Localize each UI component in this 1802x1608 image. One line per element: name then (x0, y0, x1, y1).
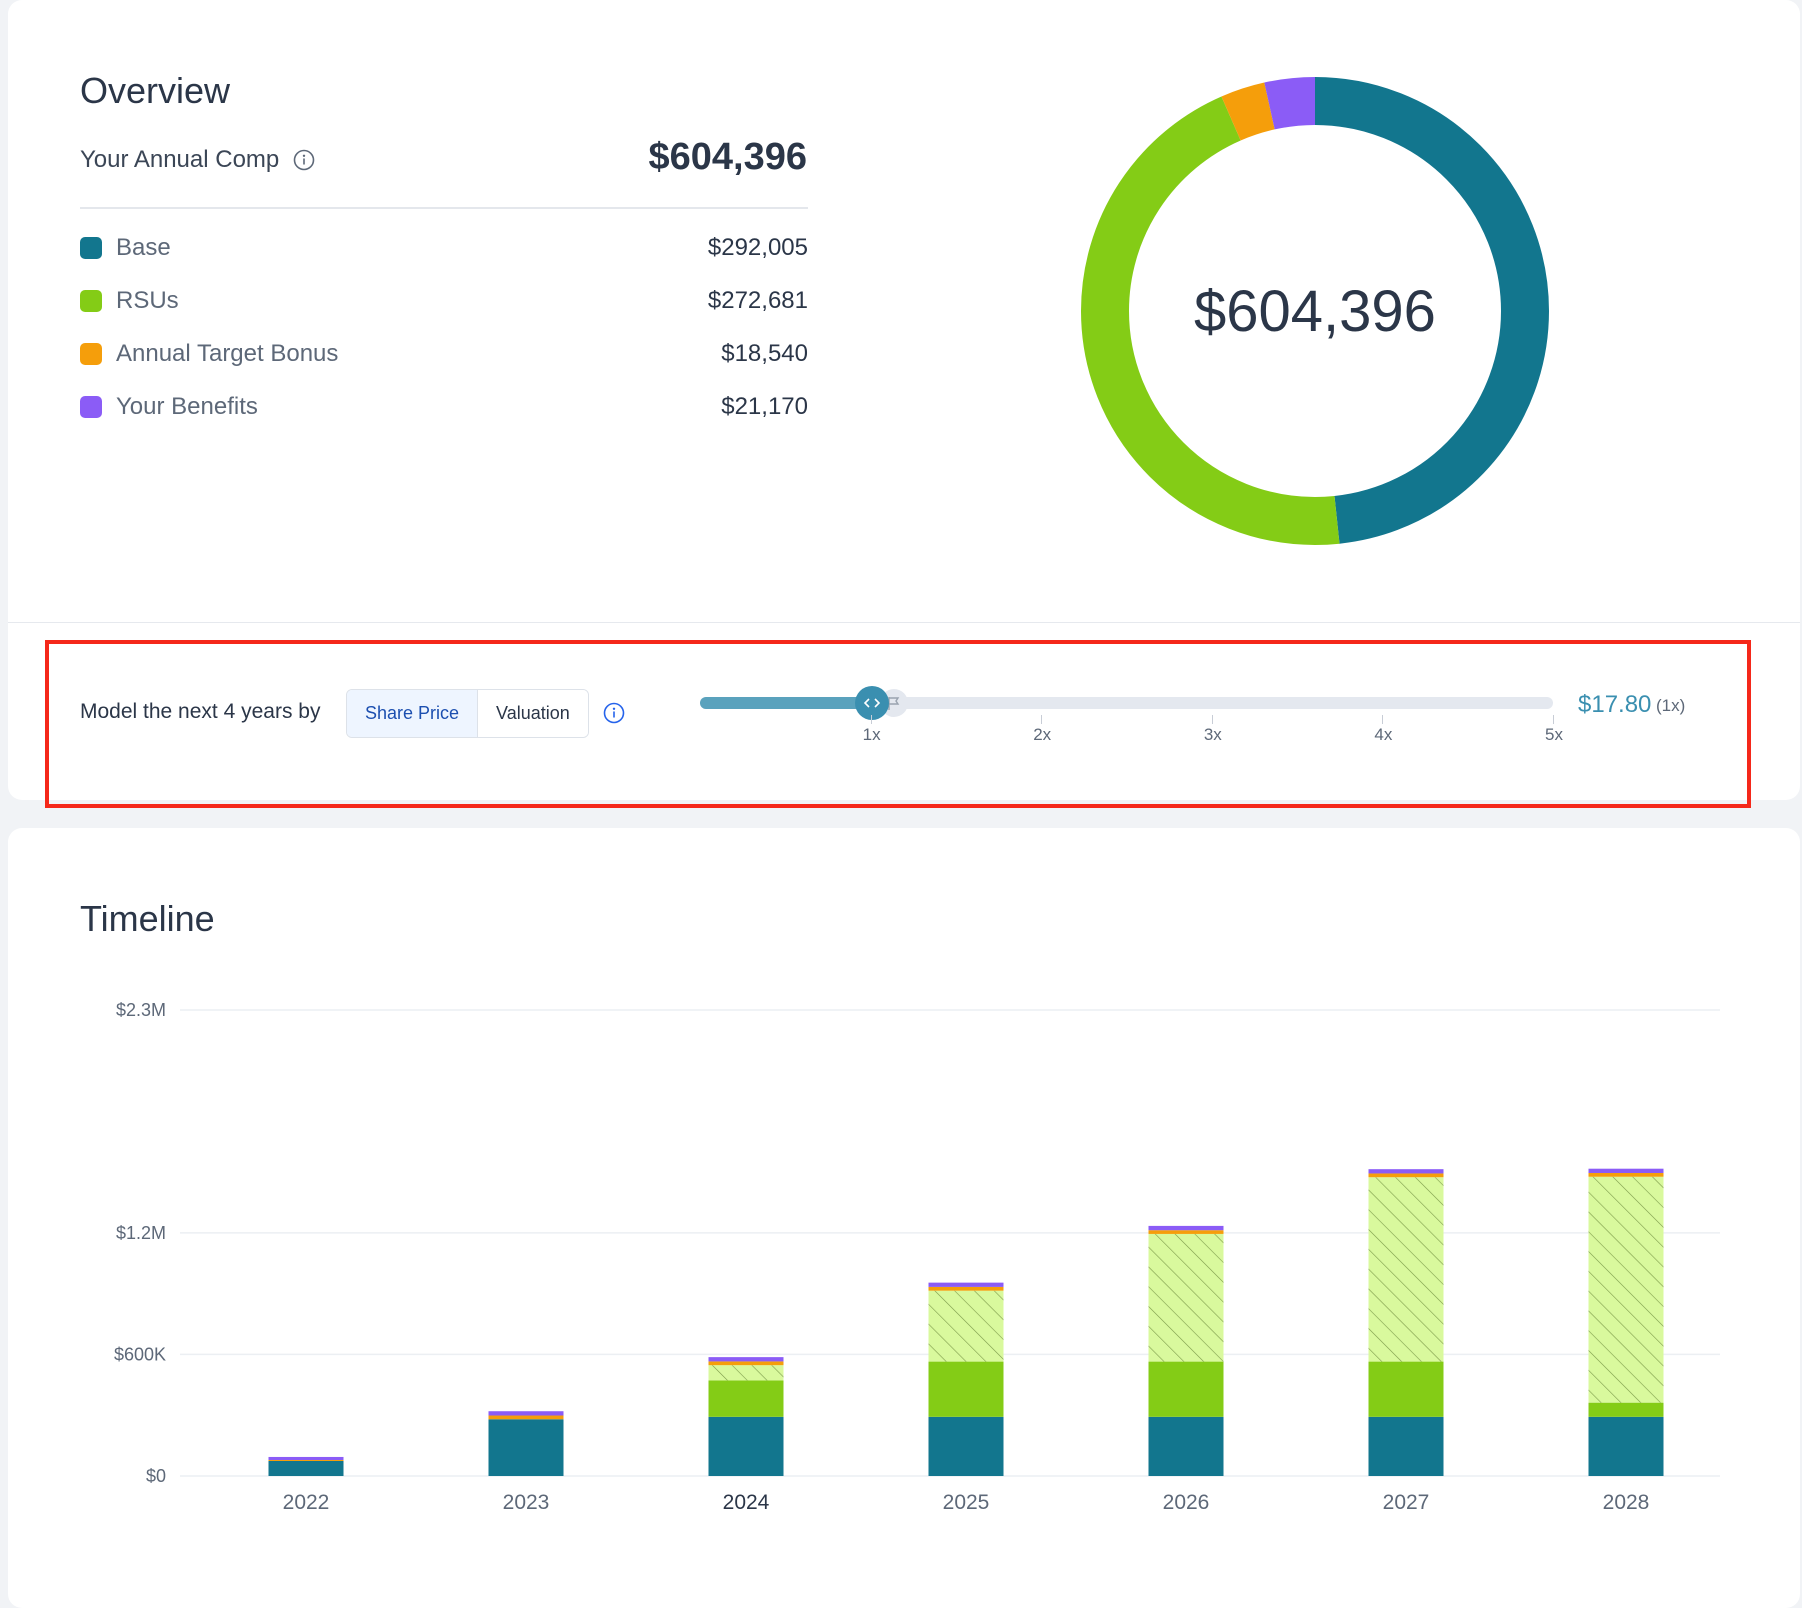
bar-segment-base-2028[interactable] (1588, 1416, 1664, 1476)
tab-valuation[interactable]: Valuation (478, 690, 588, 737)
annual-comp-label: Your Annual Comp (80, 146, 315, 174)
legend-label: Your Benefits (116, 393, 258, 420)
info-icon[interactable] (293, 149, 315, 171)
donut-slice-rsus[interactable] (1081, 77, 1549, 545)
bar-segment-base-2027[interactable] (1368, 1416, 1444, 1476)
legend-row: RSUs $272,681 (80, 283, 808, 319)
share-price-value: $17.80 (1578, 691, 1652, 718)
bar-segment-rsus-projected-growth--2024[interactable] (708, 1365, 784, 1381)
bar-segment-your-benefits-2025[interactable] (928, 1282, 1004, 1287)
bar-segment-rsus-2027[interactable] (1368, 1361, 1444, 1417)
highlight-box (45, 640, 1751, 808)
bar-segment-rsus-2028[interactable] (1588, 1402, 1664, 1417)
bar-segment-rsus-projected-growth--2027[interactable] (1368, 1177, 1444, 1362)
legend-swatch (80, 343, 102, 365)
legend-row: Base $292,005 (80, 230, 808, 266)
bar-segment-annual-target-bonus-2022[interactable] (268, 1459, 344, 1461)
slider-tick (1041, 715, 1043, 724)
slider-tick-label: 5x (1545, 725, 1563, 744)
legend-label: RSUs (116, 287, 179, 314)
donut-center-total: $604,396 (1194, 278, 1436, 344)
x-tick-label: 2027 (1383, 1491, 1430, 1514)
y-tick-label: $600K (114, 1344, 166, 1364)
slider-handle[interactable] (855, 686, 889, 720)
share-price-multiplier: (1x) (1656, 696, 1686, 715)
model-info-icon[interactable] (603, 702, 625, 729)
share-price-slider[interactable] (700, 697, 1553, 709)
bar-segment-base-2023[interactable] (488, 1419, 564, 1476)
comp-donut-chart: $604,396 (1080, 76, 1550, 546)
x-tick-label: 2025 (943, 1491, 990, 1514)
legend-swatch (80, 290, 102, 312)
annual-comp-total: $604,396 (648, 136, 808, 178)
legend-left: RSUs (80, 287, 179, 315)
slider-tick-label: 1x (862, 725, 881, 744)
y-tick-label: $1.2M (116, 1223, 166, 1243)
bar-segment-your-benefits-2028[interactable] (1588, 1168, 1664, 1173)
legend-row: Annual Target Bonus $18,540 (80, 336, 808, 372)
annual-comp-text: Your Annual Comp (80, 146, 280, 173)
bar-segment-rsus-2025[interactable] (928, 1361, 1004, 1417)
slider-tick-label: 2x (1033, 725, 1052, 744)
bar-segment-rsus-projected-growth--2028[interactable] (1588, 1176, 1664, 1403)
bar-segment-annual-target-bonus-2023[interactable] (488, 1415, 564, 1420)
slider-tick (1382, 715, 1384, 724)
overview-title: Overview (80, 70, 231, 111)
legend-value: $21,170 (721, 393, 808, 420)
bar-segment-annual-target-bonus-2025[interactable] (928, 1286, 1004, 1291)
x-tick-label: 2022 (283, 1491, 330, 1514)
model-toggle: Share Price Valuation (346, 689, 589, 738)
legend-label: Annual Target Bonus (116, 340, 339, 367)
bar-segment-annual-target-bonus-2028[interactable] (1588, 1172, 1664, 1177)
overview-divider (80, 207, 808, 209)
legend-value: $292,005 (707, 234, 808, 261)
y-tick-label: $2.3M (116, 1000, 166, 1020)
bar-segment-annual-target-bonus-2027[interactable] (1368, 1173, 1444, 1178)
bar-segment-your-benefits-2027[interactable] (1368, 1169, 1444, 1174)
bar-segment-base-2026[interactable] (1148, 1416, 1224, 1476)
legend-left: Your Benefits (80, 393, 258, 421)
timeline-card (8, 828, 1800, 1608)
x-tick-label: 2024 (723, 1491, 770, 1514)
slider-tick (1553, 715, 1554, 724)
legend-label: Base (116, 234, 171, 261)
slider-tick (870, 715, 872, 724)
model-label: Model the next 4 years by (80, 700, 321, 723)
tab-share-price[interactable]: Share Price (347, 690, 479, 737)
bar-segment-your-benefits-2023[interactable] (488, 1411, 564, 1416)
timeline-title: Timeline (80, 898, 215, 939)
slider-fill (700, 697, 871, 709)
legend-row: Your Benefits $21,170 (80, 389, 808, 425)
bar-segment-rsus-2026[interactable] (1148, 1361, 1224, 1417)
bar-segment-base-2025[interactable] (928, 1416, 1004, 1476)
bar-segment-annual-target-bonus-2026[interactable] (1148, 1230, 1224, 1234)
x-tick-label: 2028 (1603, 1491, 1650, 1514)
section-divider (8, 622, 1800, 623)
legend-value: $272,681 (707, 287, 808, 314)
legend-left: Annual Target Bonus (80, 340, 338, 368)
slider-tick (1211, 715, 1213, 724)
x-tick-label: 2023 (503, 1491, 550, 1514)
bar-segment-base-2022[interactable] (268, 1460, 344, 1476)
donut-slice-your-benefits[interactable] (1081, 77, 1549, 545)
bar-segment-rsus-2024[interactable] (708, 1380, 784, 1417)
bar-segment-rsus-projected-growth--2025[interactable] (928, 1290, 1004, 1362)
x-tick-label: 2026 (1163, 1491, 1210, 1514)
legend-swatch (80, 237, 102, 259)
slider-tick-label: 4x (1374, 725, 1393, 744)
legend-value: $18,540 (721, 340, 808, 367)
bar-segment-base-2024[interactable] (708, 1416, 784, 1476)
bar-segment-your-benefits-2022[interactable] (268, 1456, 344, 1460)
legend-swatch (80, 396, 102, 418)
legend-left: Base (80, 234, 171, 262)
bar-segment-annual-target-bonus-2024[interactable] (708, 1361, 784, 1366)
bar-segment-rsus-projected-growth--2026[interactable] (1148, 1233, 1224, 1362)
y-tick-label: $0 (146, 1466, 166, 1486)
bar-segment-your-benefits-2026[interactable] (1148, 1225, 1224, 1231)
bar-segment-your-benefits-2024[interactable] (708, 1357, 784, 1362)
slider-tick-label: 3x (1203, 725, 1222, 744)
